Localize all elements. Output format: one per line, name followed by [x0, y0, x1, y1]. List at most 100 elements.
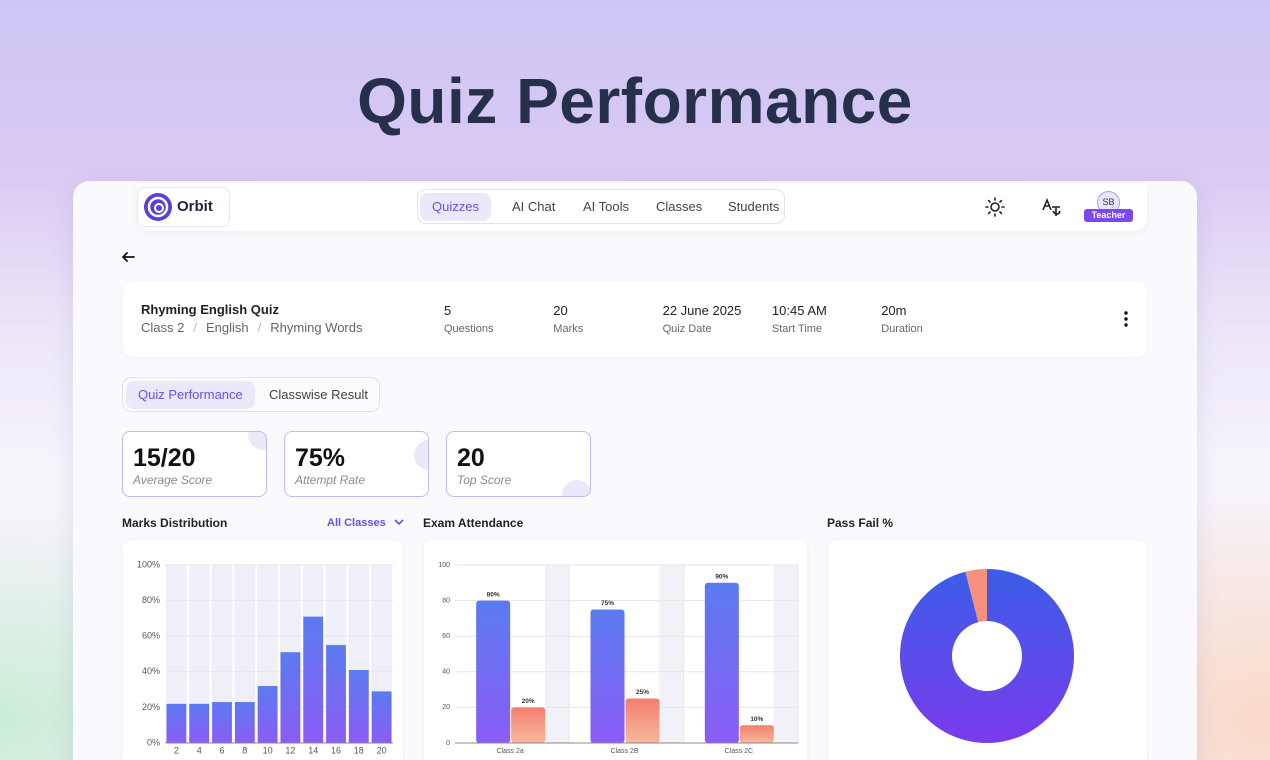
kpi-decoration [414, 440, 428, 470]
x-tick-label: 18 [354, 745, 364, 755]
bar [476, 600, 511, 743]
y-tick-label: 100% [137, 559, 160, 569]
brand-name: Orbit [177, 198, 213, 215]
column-shade [166, 565, 187, 743]
y-tick-label: 60 [442, 633, 450, 640]
stat-value: 22 June 2025 [662, 303, 742, 318]
brand[interactable]: Orbit [137, 187, 230, 227]
stat-value: 20m [881, 303, 907, 318]
bar [511, 707, 546, 743]
kpi-value: 75% [295, 444, 346, 472]
kpi-card: 20 Top Score [446, 431, 591, 497]
nav-tab[interactable]: Classes [656, 199, 703, 214]
value-label: 20% [522, 698, 535, 705]
nav-tab[interactable]: AI Tools [583, 199, 630, 214]
breadcrumb-separator: / [193, 320, 197, 335]
nav-tabs: Quizzes AI Chat AI Tools Classes Students [417, 189, 785, 224]
nav-tab[interactable]: Quizzes [420, 193, 491, 221]
column-shade [188, 565, 210, 743]
column-shade [659, 565, 684, 743]
view-tab[interactable]: Quiz Performance [126, 381, 255, 409]
breadcrumb-item: Class 2 [141, 320, 185, 335]
kpi-label: Top Score [457, 473, 512, 487]
stat-value: 20 [553, 303, 568, 318]
y-tick-label: 60% [142, 631, 160, 641]
filter-chevron[interactable] [393, 517, 405, 527]
x-tick-label: 14 [308, 745, 318, 755]
kpi-value: 15/20 [133, 444, 196, 472]
stat-label: Start Time [771, 323, 823, 335]
column-shade [211, 565, 233, 743]
page-title: Quiz Performance [357, 65, 913, 137]
bar [280, 652, 301, 743]
value-label: 90% [715, 574, 728, 581]
column-shade [773, 565, 798, 743]
bar [234, 702, 255, 743]
language-toggle[interactable] [1040, 196, 1062, 218]
y-tick-label: 0% [147, 737, 160, 747]
breadcrumb-item: Rhyming Words [270, 320, 363, 335]
bar [212, 702, 232, 743]
y-tick-label: 100 [438, 562, 450, 569]
bar [704, 582, 739, 743]
bar [189, 703, 210, 743]
bar [326, 645, 346, 743]
quiz-info: Rhyming English Quiz Class 2 / English / Rhy… [123, 282, 1147, 357]
kpi-decoration [248, 432, 266, 450]
x-tick-label: 20 [377, 745, 387, 755]
x-tick-label: 16 [331, 745, 341, 755]
y-tick-label: 0 [446, 740, 450, 747]
chart-title: Marks Distribution [122, 516, 228, 530]
y-tick-label: 20 [442, 704, 450, 711]
nav-tab[interactable]: AI Chat [512, 199, 556, 214]
column-shade [234, 565, 256, 743]
class-filter[interactable]: All Classes [327, 517, 386, 529]
stat-value: 5 [444, 303, 452, 318]
breadcrumb-separator: / [257, 320, 262, 335]
y-tick-label: 80 [442, 597, 450, 604]
kpi-card: 15/20 Average Score [122, 431, 267, 497]
x-tick-label: 12 [285, 745, 295, 755]
theme-toggle[interactable] [983, 195, 1007, 219]
bar [371, 691, 392, 743]
stat-label: Questions [444, 323, 494, 335]
back-button[interactable] [120, 249, 138, 265]
y-tick-label: 20% [142, 702, 160, 712]
kpi-label: Attempt Rate [295, 473, 366, 487]
y-tick-label: 40 [442, 669, 450, 676]
x-tick-label: Class 2a [497, 748, 524, 755]
view-tab[interactable]: Classwise Result [269, 387, 368, 402]
column-shade [545, 565, 570, 743]
bar [166, 703, 187, 743]
quiz-title: Rhyming English Quiz [141, 302, 279, 317]
role-badge: Teacher [1084, 209, 1133, 222]
stat-value: 10:45 AM [771, 303, 827, 318]
y-tick-label: 40% [142, 666, 160, 676]
nav-tab[interactable]: Students [728, 199, 780, 214]
view-tabs: Quiz Performance Classwise Result [122, 377, 380, 412]
kpi-value: 20 [457, 444, 485, 472]
x-tick-label: Class 2C [725, 748, 753, 755]
chart-title: Pass Fail % [827, 516, 894, 530]
stat-label: Quiz Date [662, 323, 712, 335]
value-label: 10% [750, 716, 763, 723]
kpi-decoration [562, 480, 590, 496]
bar [625, 698, 660, 743]
bar [348, 670, 369, 743]
x-tick-label: Class 2B [610, 748, 638, 755]
more-menu[interactable] [1121, 310, 1131, 328]
breadcrumb-item: English [205, 320, 249, 335]
x-tick-label: 10 [263, 745, 273, 755]
x-tick-label: 6 [219, 745, 224, 755]
stat-label: Duration [881, 323, 923, 335]
pie-slice [899, 569, 1074, 743]
stat-label: Marks [553, 323, 584, 335]
bar [739, 725, 774, 743]
y-tick-label: 80% [142, 595, 160, 605]
x-tick-label: 4 [197, 745, 202, 755]
x-tick-label: 8 [242, 745, 247, 755]
chart-title: Exam Attendance [423, 516, 524, 530]
x-tick-label: 2 [174, 745, 179, 755]
